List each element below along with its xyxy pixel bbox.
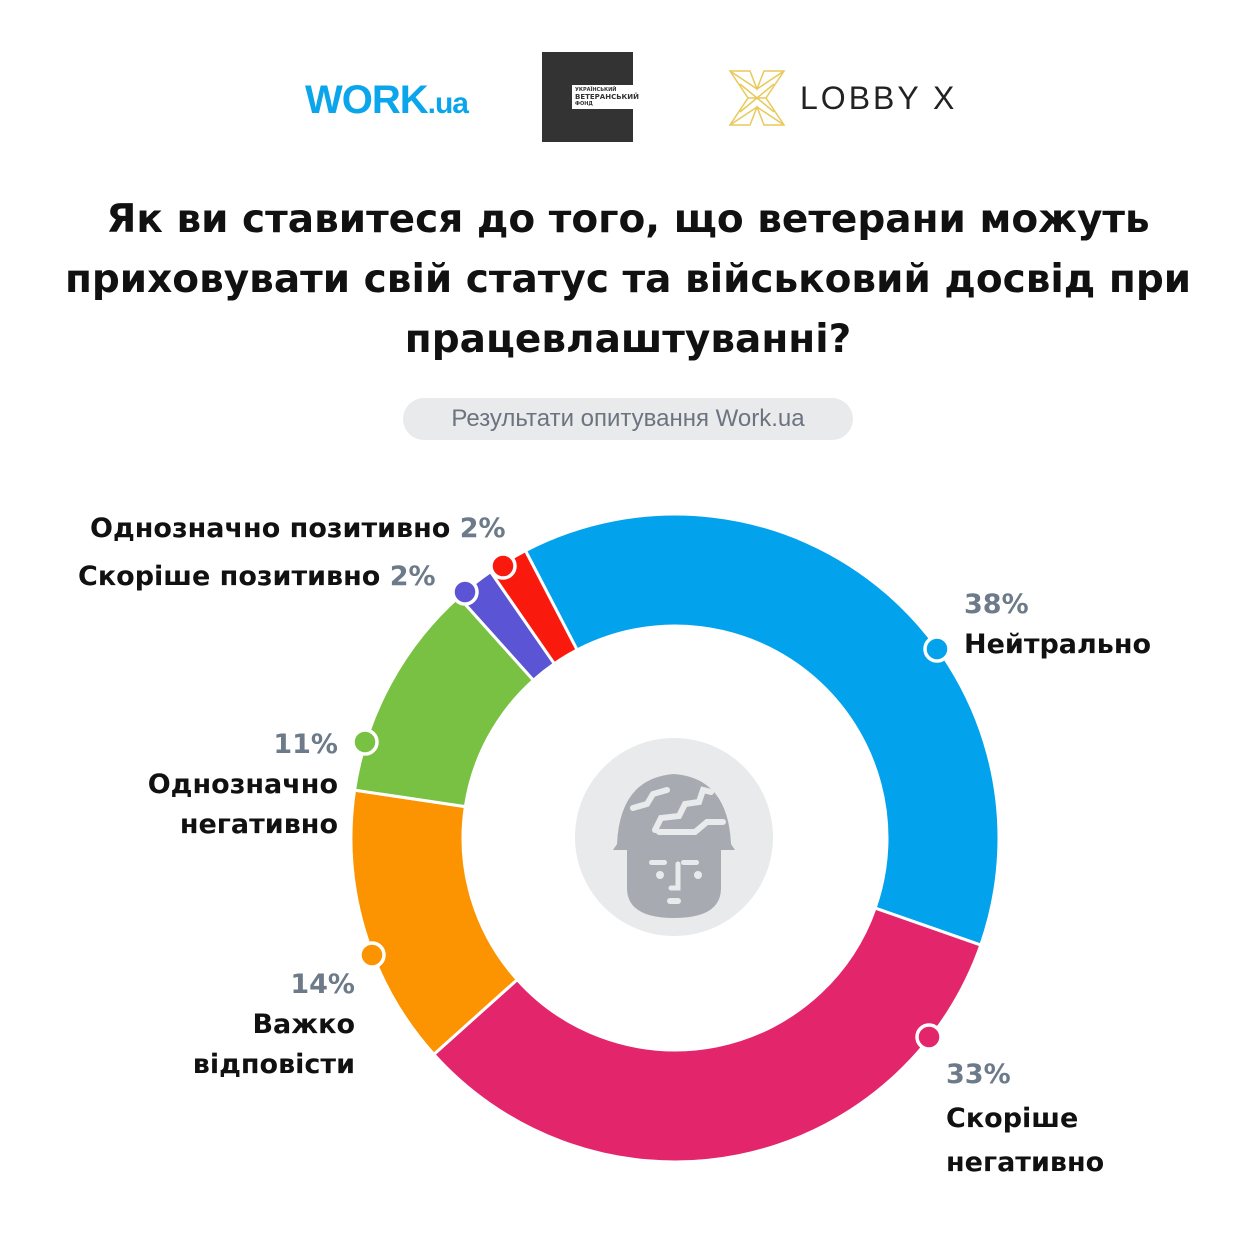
- label-marker-dot: [915, 1023, 943, 1051]
- legend-label: Важко відповісти: [192, 1009, 355, 1080]
- legend-label: Однозначно позитивно: [90, 513, 451, 544]
- label-marker-dot: [923, 635, 951, 663]
- lobby-x-logo: LOBBY X: [728, 68, 957, 128]
- uvf-line: ВЕТЕРАНСЬКИЙ: [575, 93, 639, 101]
- label-definitely-positive: Однозначно позитивно 2%: [90, 509, 506, 549]
- label-rather-negative: 33% Скоріше негативно: [946, 1053, 1146, 1185]
- subtitle-badge: Результати опитування Work.ua: [403, 398, 853, 440]
- data-label: 38%: [964, 589, 1029, 620]
- data-label: 2%: [389, 561, 436, 592]
- label-rather-positive: Скоріше позитивно 2%: [78, 557, 436, 597]
- legend-label: Скоріше негативно: [946, 1103, 1105, 1178]
- donut-segment: [523, 512, 1001, 947]
- work-logo-text: WORK: [305, 78, 429, 122]
- page-title: Як ви ставитеся до того, що ветерани мож…: [64, 197, 1192, 362]
- lobby-x-text: LOBBY X: [800, 79, 958, 116]
- uvf-line: УКРАЇНСЬКИЙ: [575, 87, 617, 93]
- label-hard-to-say: 14% Важко відповісти: [150, 965, 355, 1085]
- label-marker-dot: [451, 578, 479, 606]
- center-circle: [575, 738, 773, 936]
- legend-label: Скоріше позитивно: [78, 561, 381, 592]
- label-neutral: 38% Нейтрально: [964, 585, 1151, 665]
- work-logo-suffix: .ua: [427, 87, 469, 120]
- legend-label: Однозначно негативно: [147, 769, 338, 840]
- label-definitely-negative: 11% Однозначно негативно: [120, 725, 338, 845]
- data-label: 11%: [273, 729, 338, 760]
- data-label: 33%: [946, 1059, 1011, 1090]
- veteran-fund-logo: УКРАЇНСЬКИЙ ВЕТЕРАНСЬКИЙ ФОНД: [542, 52, 664, 142]
- lobby-x-mark-icon: [728, 70, 786, 126]
- donut-segment: [431, 906, 983, 1164]
- veteran-fund-logo-plate: УКРАЇНСЬКИЙ ВЕТЕРАНСЬКИЙ ФОНД: [572, 85, 664, 109]
- soldier-helmet-icon: [613, 774, 735, 918]
- data-label: 2%: [459, 513, 506, 544]
- data-label: 14%: [290, 969, 355, 1000]
- label-marker-dot: [358, 941, 386, 969]
- legend-label: Нейтрально: [964, 629, 1152, 660]
- uvf-line: ФОНД: [575, 101, 593, 107]
- label-marker-dot: [351, 728, 379, 756]
- work-ua-logo: WORK.ua: [305, 78, 469, 123]
- label-marker-dot: [489, 552, 517, 580]
